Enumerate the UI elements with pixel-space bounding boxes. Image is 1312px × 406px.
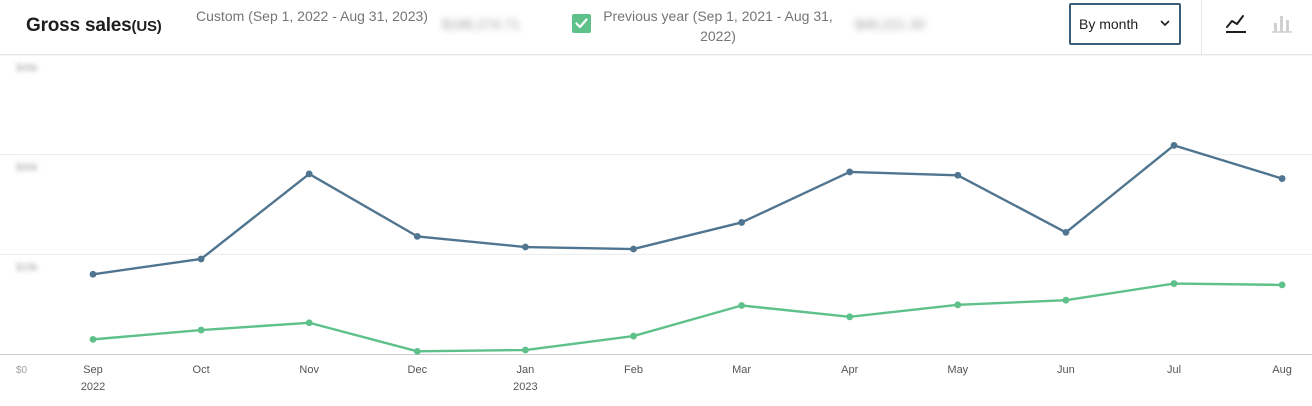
previous-period-checkbox[interactable] xyxy=(572,14,591,33)
series-line-current xyxy=(92,144,1283,276)
header-divider xyxy=(1201,0,1202,55)
y-tick-label: $30k xyxy=(16,163,39,174)
data-point-current xyxy=(1170,141,1178,149)
data-point-previous xyxy=(305,319,313,327)
x-tick-label: Dec xyxy=(408,364,428,376)
y-tick-label: $15k xyxy=(16,262,39,273)
data-point-current xyxy=(630,245,637,253)
data-point-current xyxy=(89,270,97,278)
data-point-previous xyxy=(738,302,745,309)
chevron-down-icon xyxy=(1160,20,1170,26)
x-tick-label: Jun xyxy=(1057,364,1075,376)
data-point-previous xyxy=(89,335,97,343)
y-tick-label: $45k xyxy=(16,63,39,74)
gross-sales-line-chart: $0 $15k $30k $45k Sep 2022 Oct Nov Dec Jan 2023 Feb… xyxy=(0,55,1312,393)
chart-header: Gross sales(US) Custom (Sep 1, 2022 - Au… xyxy=(0,0,1312,55)
x-tick-label: Sep xyxy=(83,364,103,376)
legend-previous-period[interactable]: Previous year (Sep 1, 2021 - Aug 31, 202… xyxy=(603,8,833,44)
x-tick-label: Nov xyxy=(299,364,319,376)
y-tick-label: $0 xyxy=(16,365,28,376)
x-tick-label: Oct xyxy=(193,364,210,376)
interval-select-value: By month xyxy=(1079,16,1139,32)
legend-current-period[interactable]: Custom (Sep 1, 2022 - Aug 31, 2023) xyxy=(196,8,428,24)
x-tick-label: Jul xyxy=(1167,364,1181,376)
data-point-previous xyxy=(413,347,421,355)
data-point-current xyxy=(1278,175,1286,182)
data-point-current xyxy=(1062,229,1070,236)
x-tick-label: Apr xyxy=(841,364,858,376)
x-tick-label: Jan xyxy=(517,364,535,376)
series-line-previous xyxy=(92,282,1283,353)
checkmark-icon xyxy=(575,18,588,29)
x-tick-label: Mar xyxy=(732,364,751,376)
x-year-label: 2022 xyxy=(81,381,105,393)
data-point-previous xyxy=(1278,281,1286,289)
data-point-previous xyxy=(954,301,962,309)
bar-chart-view-button[interactable] xyxy=(1268,10,1296,38)
chart-title-unit: (US) xyxy=(131,18,162,35)
data-point-previous xyxy=(846,313,854,321)
chart-title: Gross sales(US) xyxy=(26,15,162,37)
x-year-label: 2023 xyxy=(513,381,537,393)
interval-select[interactable]: By month xyxy=(1069,3,1181,45)
x-tick-label: May xyxy=(947,364,968,376)
data-point-previous xyxy=(522,346,529,354)
bar-chart-icon xyxy=(1272,16,1292,33)
data-point-current xyxy=(305,170,313,178)
data-point-current xyxy=(846,168,854,176)
x-tick-label: Feb xyxy=(624,364,643,376)
data-point-previous xyxy=(1170,280,1178,287)
line-chart-icon xyxy=(1226,15,1246,33)
legend-previous-total: $46,221.30 xyxy=(855,16,926,32)
data-point-previous xyxy=(1062,296,1070,304)
legend-current-total: $186,274.71 xyxy=(442,16,520,32)
line-chart-view-button[interactable] xyxy=(1222,10,1250,38)
data-point-current xyxy=(954,171,962,179)
x-tick-label: Aug xyxy=(1272,364,1292,376)
data-point-previous xyxy=(630,332,637,340)
data-point-current xyxy=(197,255,205,263)
data-point-current xyxy=(738,219,745,226)
data-point-current xyxy=(522,243,529,251)
data-point-current xyxy=(413,232,421,240)
data-point-previous xyxy=(197,326,205,334)
chart-title-text: Gross sales xyxy=(26,15,132,36)
